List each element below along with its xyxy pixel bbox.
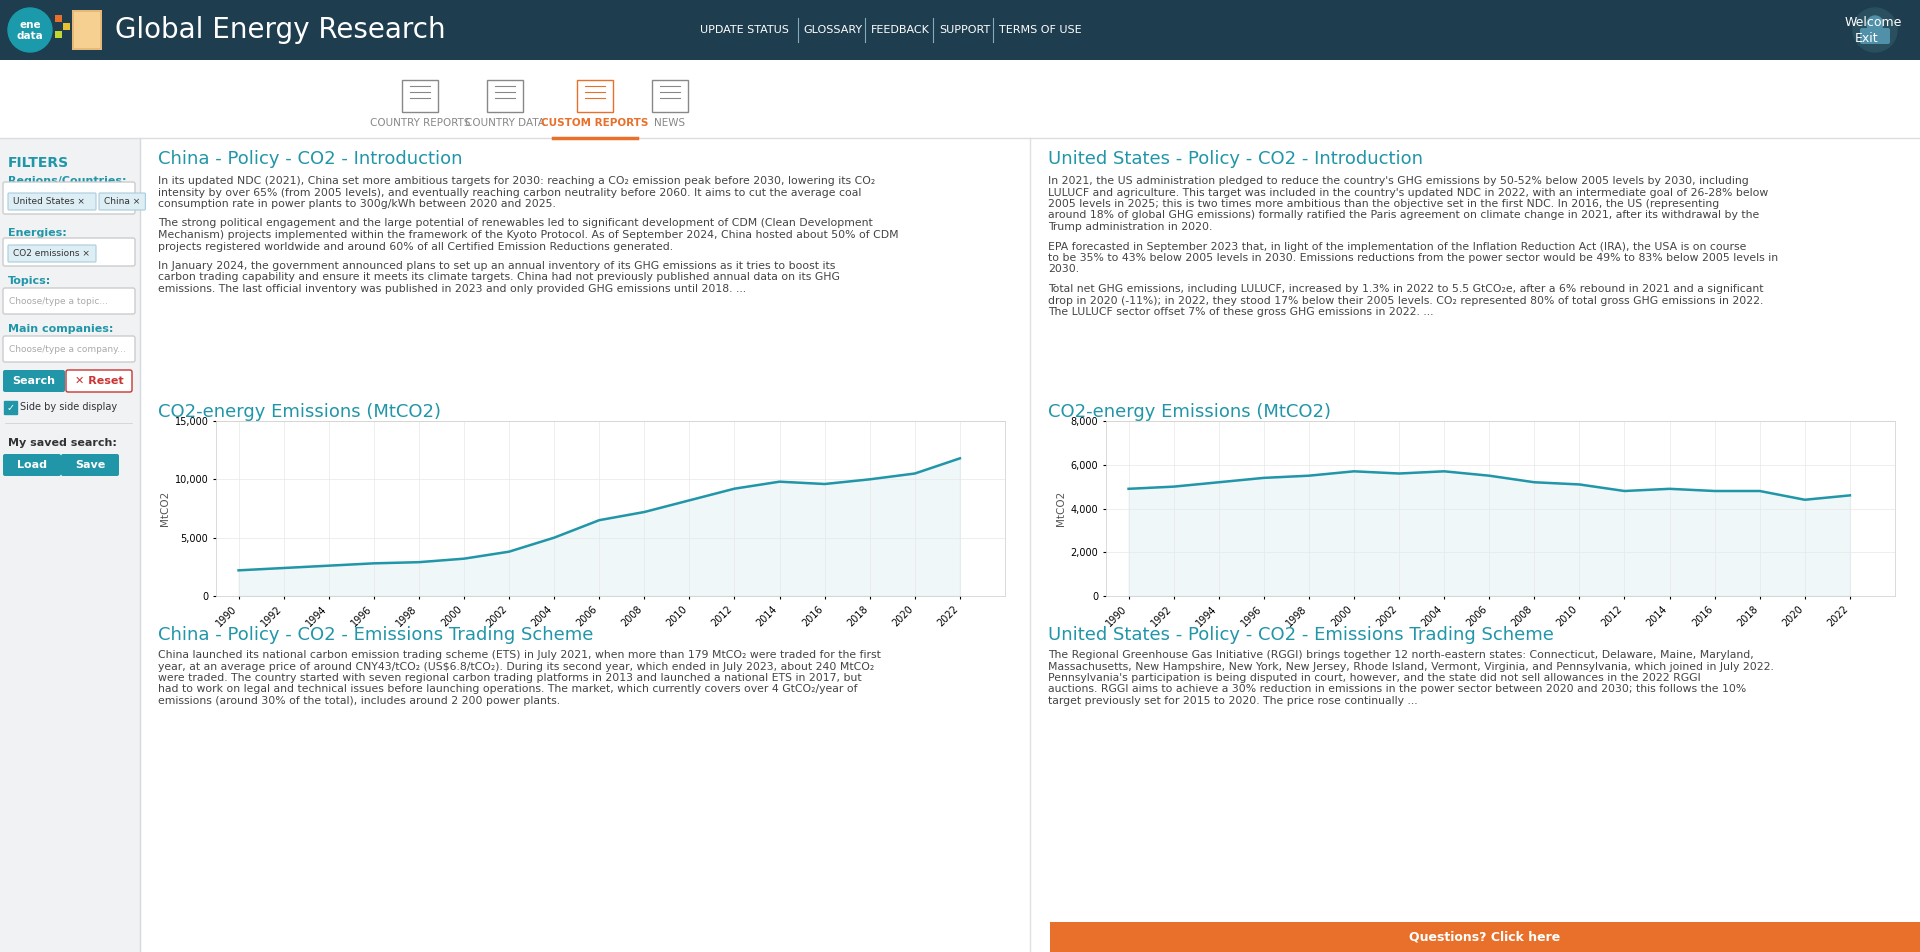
- Circle shape: [8, 8, 52, 52]
- Text: Side by side display: Side by side display: [19, 402, 117, 412]
- Text: emissions. The last official inventory was published in 2023 and only provided G: emissions. The last official inventory w…: [157, 284, 747, 294]
- FancyBboxPatch shape: [4, 370, 65, 392]
- Text: In 2021, the US administration pledged to reduce the country's GHG emissions by : In 2021, the US administration pledged t…: [1048, 176, 1749, 186]
- Text: TERMS OF USE: TERMS OF USE: [998, 25, 1081, 35]
- Circle shape: [1866, 16, 1884, 32]
- Text: Regions/Countries:: Regions/Countries:: [8, 176, 127, 186]
- Text: Mechanism) projects implemented within the framework of the Kyoto Protocol. As o: Mechanism) projects implemented within t…: [157, 230, 899, 240]
- Text: CO2-energy Emissions (MtCO2): CO2-energy Emissions (MtCO2): [157, 403, 442, 421]
- Text: FILTERS: FILTERS: [8, 156, 69, 170]
- FancyBboxPatch shape: [73, 10, 102, 50]
- Text: were traded. The country started with seven regional carbon trading platforms in: were traded. The country started with se…: [157, 673, 862, 683]
- FancyBboxPatch shape: [56, 31, 61, 38]
- Text: CO2 emissions ×: CO2 emissions ×: [13, 248, 90, 257]
- FancyBboxPatch shape: [0, 0, 1920, 60]
- Text: China launched its national carbon emission trading scheme (ETS) in July 2021, w: China launched its national carbon emiss…: [157, 650, 881, 660]
- FancyBboxPatch shape: [4, 238, 134, 266]
- Text: COUNTRY DATA: COUNTRY DATA: [465, 118, 545, 128]
- Text: Total net GHG emissions, including LULUCF, increased by 1.3% in 2022 to 5.5 GtCO: Total net GHG emissions, including LULUC…: [1048, 284, 1763, 294]
- Text: Search: Search: [13, 376, 56, 386]
- Text: The Regional Greenhouse Gas Initiative (RGGI) brings together 12 north-eastern s: The Regional Greenhouse Gas Initiative (…: [1048, 650, 1753, 660]
- Text: Exit: Exit: [1855, 31, 1878, 45]
- FancyBboxPatch shape: [100, 193, 146, 210]
- Text: Save: Save: [75, 460, 106, 470]
- Text: CO2-energy Emissions (MtCO2): CO2-energy Emissions (MtCO2): [1048, 403, 1331, 421]
- Text: China ×: China ×: [104, 196, 140, 206]
- FancyBboxPatch shape: [63, 23, 69, 30]
- Text: FEEDBACK: FEEDBACK: [872, 25, 929, 35]
- Text: United States - Policy - CO2 - Emissions Trading Scheme: United States - Policy - CO2 - Emissions…: [1048, 626, 1553, 644]
- Text: The LULUCF sector offset 7% of these gross GHG emissions in 2022. ...: The LULUCF sector offset 7% of these gro…: [1048, 307, 1434, 317]
- Text: drop in 2020 (-11%); in 2022, they stood 17% below their 2005 levels. CO₂ repres: drop in 2020 (-11%); in 2022, they stood…: [1048, 295, 1763, 306]
- Text: projects registered worldwide and around 60% of all Certified Emission Reduction: projects registered worldwide and around…: [157, 242, 674, 251]
- Text: In January 2024, the government announced plans to set up an annual inventory of: In January 2024, the government announce…: [157, 261, 835, 271]
- Text: NEWS: NEWS: [655, 118, 685, 128]
- Text: The strong political engagement and the large potential of renewables led to sig: The strong political engagement and the …: [157, 219, 874, 228]
- Text: had to work on legal and technical issues before launching operations. The marke: had to work on legal and technical issue…: [157, 684, 858, 695]
- Text: Choose/type a company...: Choose/type a company...: [10, 345, 127, 353]
- FancyBboxPatch shape: [8, 193, 96, 210]
- Text: auctions. RGGI aims to achieve a 30% reduction in emissions in the power sector : auctions. RGGI aims to achieve a 30% red…: [1048, 684, 1747, 695]
- Text: In its updated NDC (2021), China set more ambitious targets for 2030: reaching a: In its updated NDC (2021), China set mor…: [157, 176, 876, 186]
- Text: ✓: ✓: [8, 403, 15, 412]
- Text: SUPPORT: SUPPORT: [939, 25, 991, 35]
- Text: intensity by over 65% (from 2005 levels), and eventually reaching carbon neutral: intensity by over 65% (from 2005 levels)…: [157, 188, 862, 197]
- Text: Topics:: Topics:: [8, 276, 52, 286]
- FancyBboxPatch shape: [4, 454, 61, 476]
- Text: Welcome: Welcome: [1845, 15, 1903, 29]
- FancyBboxPatch shape: [61, 454, 119, 476]
- Text: China - Policy - CO2 - Emissions Trading Scheme: China - Policy - CO2 - Emissions Trading…: [157, 626, 593, 644]
- FancyBboxPatch shape: [4, 288, 134, 314]
- Circle shape: [1853, 8, 1897, 52]
- Text: United States ×: United States ×: [13, 196, 84, 206]
- Text: COUNTRY REPORTS: COUNTRY REPORTS: [371, 118, 470, 128]
- FancyBboxPatch shape: [1860, 28, 1889, 44]
- FancyBboxPatch shape: [4, 401, 17, 414]
- Text: Energies:: Energies:: [8, 228, 67, 238]
- FancyBboxPatch shape: [4, 336, 134, 362]
- FancyBboxPatch shape: [1050, 922, 1920, 952]
- Text: Choose/type a topic...: Choose/type a topic...: [10, 296, 108, 306]
- Text: target previously set for 2015 to 2020. The price rose continually ...: target previously set for 2015 to 2020. …: [1048, 696, 1417, 706]
- Text: United States - Policy - CO2 - Introduction: United States - Policy - CO2 - Introduct…: [1048, 150, 1423, 168]
- Text: year, at an average price of around CNY43/tCO₂ (US$6.8/tCO₂). During its second : year, at an average price of around CNY4…: [157, 662, 874, 671]
- FancyBboxPatch shape: [0, 60, 1920, 138]
- Text: China - Policy - CO2 - Introduction: China - Policy - CO2 - Introduction: [157, 150, 463, 168]
- Y-axis label: MtCO2: MtCO2: [159, 491, 171, 526]
- Text: ene: ene: [19, 20, 40, 30]
- Text: LULUCF and agriculture. This target was included in the country's updated NDC in: LULUCF and agriculture. This target was …: [1048, 188, 1768, 197]
- Text: Load: Load: [17, 460, 46, 470]
- Text: Questions? Click here: Questions? Click here: [1409, 930, 1561, 943]
- Text: Trump administration in 2020.: Trump administration in 2020.: [1048, 222, 1212, 232]
- Text: UPDATE STATUS: UPDATE STATUS: [701, 25, 789, 35]
- Text: 2030.: 2030.: [1048, 265, 1079, 274]
- Text: Massachusetts, New Hampshire, New York, New Jersey, Rhode Island, Vermont, Virgi: Massachusetts, New Hampshire, New York, …: [1048, 662, 1774, 671]
- Text: emissions (around 30% of the total), includes around 2 200 power plants.: emissions (around 30% of the total), inc…: [157, 696, 561, 706]
- Text: CUSTOM REPORTS: CUSTOM REPORTS: [541, 118, 649, 128]
- Y-axis label: MtCO2: MtCO2: [1056, 491, 1066, 526]
- Text: consumption rate in power plants to 300g/kWh between 2020 and 2025.: consumption rate in power plants to 300g…: [157, 199, 557, 209]
- Text: Pennsylvania's participation is being disputed in court, however, and the state : Pennsylvania's participation is being di…: [1048, 673, 1701, 683]
- Text: ✕ Reset: ✕ Reset: [75, 376, 123, 386]
- Text: to be 35% to 43% below 2005 levels in 2030. Emissions reductions from the power : to be 35% to 43% below 2005 levels in 20…: [1048, 253, 1778, 263]
- Text: data: data: [17, 31, 44, 41]
- FancyBboxPatch shape: [75, 12, 100, 48]
- Text: GLOSSARY: GLOSSARY: [804, 25, 862, 35]
- FancyBboxPatch shape: [65, 370, 132, 392]
- FancyBboxPatch shape: [4, 182, 134, 214]
- FancyBboxPatch shape: [56, 15, 61, 22]
- Text: Main companies:: Main companies:: [8, 324, 113, 334]
- Text: carbon trading capability and ensure it meets its climate targets. China had not: carbon trading capability and ensure it …: [157, 272, 839, 283]
- Text: EPA forecasted in September 2023 that, in light of the implementation of the Inf: EPA forecasted in September 2023 that, i…: [1048, 242, 1747, 251]
- Text: My saved search:: My saved search:: [8, 438, 117, 448]
- FancyBboxPatch shape: [8, 245, 96, 262]
- FancyBboxPatch shape: [0, 138, 140, 952]
- Text: 2005 levels in 2025; this is two times more ambitious than the objective set in : 2005 levels in 2025; this is two times m…: [1048, 199, 1718, 209]
- Text: Global Energy Research: Global Energy Research: [115, 16, 445, 44]
- Text: around 18% of global GHG emissions) formally ratified the Paris agreement on cli: around 18% of global GHG emissions) form…: [1048, 210, 1759, 221]
